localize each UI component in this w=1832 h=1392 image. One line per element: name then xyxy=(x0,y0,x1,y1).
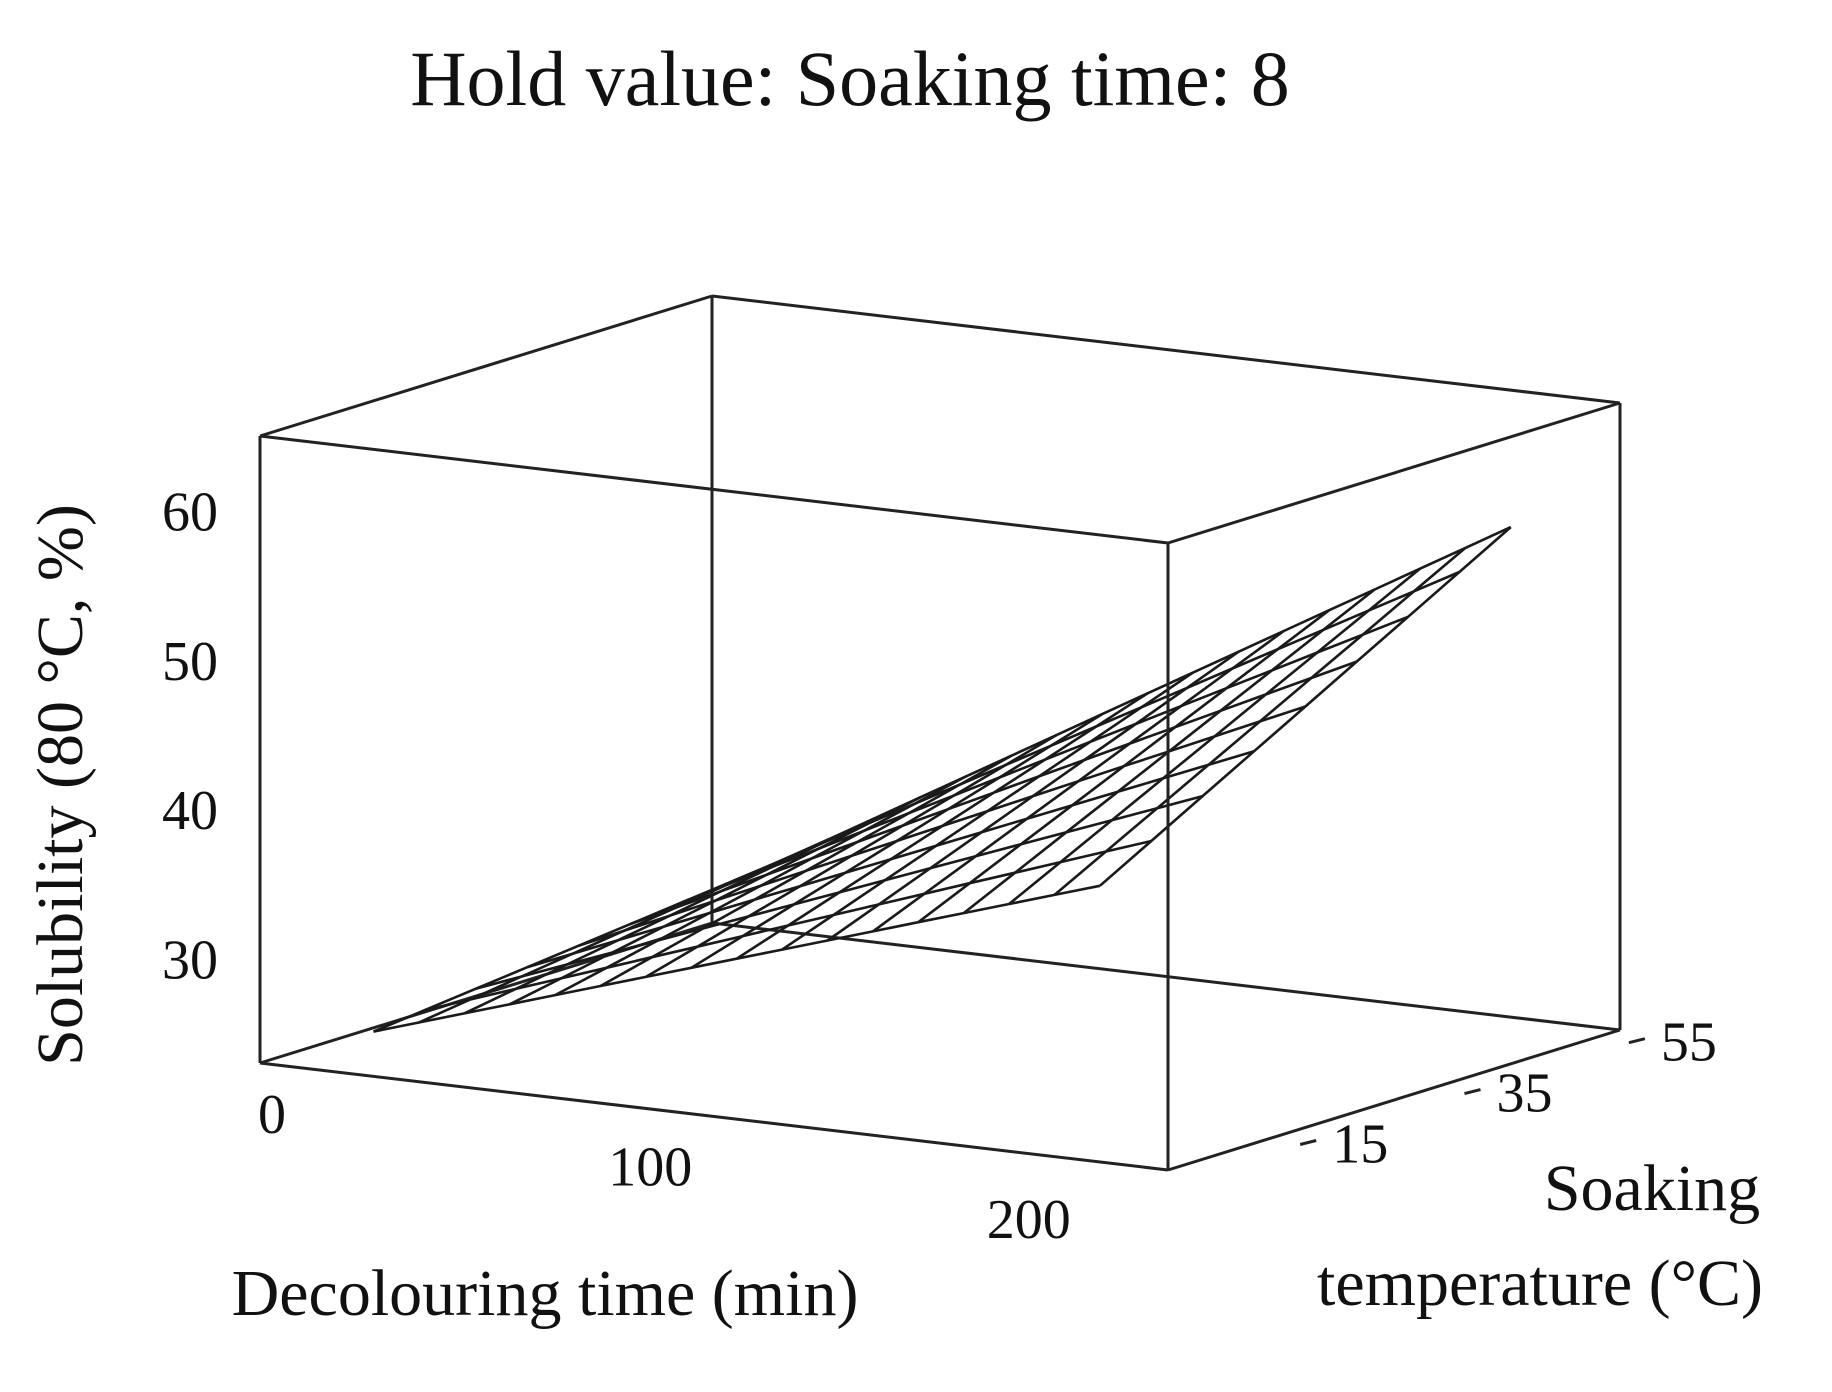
surface-mesh-line-y-6 xyxy=(681,615,1409,904)
plot-box-front xyxy=(258,294,1622,1172)
box-edge-right-bottom xyxy=(1167,1028,1621,1172)
surface-mesh-line-y-3 xyxy=(527,750,1255,969)
z-tick-label-0: 30 xyxy=(162,930,218,992)
box-edge-front-bottom xyxy=(259,1061,1169,1172)
x-tick-label-0: 0 xyxy=(258,1084,286,1146)
plot-box-back xyxy=(259,296,1621,1065)
box-edge-top-right xyxy=(1167,401,1621,545)
surface-mesh-line-y-0 xyxy=(373,884,1101,1033)
surface-mesh-line-y-5 xyxy=(629,660,1358,926)
box-edge-top-front xyxy=(259,434,1169,545)
box-edge-top-back xyxy=(711,294,1621,405)
y-tick-mark-1 xyxy=(1464,1088,1481,1096)
surface-mesh-line-y-8 xyxy=(783,525,1512,861)
chart-title: Hold value: Soaking time: 8 xyxy=(410,35,1290,122)
y-tick-label-0: 15 xyxy=(1332,1114,1388,1176)
z-tick-label-2: 50 xyxy=(162,631,218,693)
z-axis-label: Solubility (80 °C, %) xyxy=(24,504,97,1066)
y-tick-label-2: 55 xyxy=(1661,1012,1717,1074)
x-axis-label: Decolouring time (min) xyxy=(232,1257,859,1330)
y-axis-label-line1: Soaking xyxy=(1544,1152,1760,1225)
surface-mesh-line-y-4 xyxy=(578,705,1306,947)
z-tick-label-1: 40 xyxy=(162,780,218,842)
surface-mesh-line-y-1 xyxy=(424,839,1152,1012)
surface-mesh-line-y-7 xyxy=(732,570,1460,883)
x-tick-label-2: 200 xyxy=(987,1189,1071,1251)
y-tick-mark-0 xyxy=(1299,1139,1317,1146)
y-tick-label-1: 35 xyxy=(1497,1063,1553,1125)
surface-mesh-line-y-2 xyxy=(475,794,1203,990)
box-edge-top-left xyxy=(259,294,713,438)
z-tick-label-3: 60 xyxy=(162,482,218,544)
x-tick-label-1: 100 xyxy=(608,1137,692,1199)
axis-ticks: 30 40 50 60 0 100 200 15 35 55 xyxy=(162,482,1717,1252)
response-surface xyxy=(372,525,1512,1033)
y-tick-mark-2 xyxy=(1628,1037,1646,1045)
y-axis-label-line2: temperature (°C) xyxy=(1317,1247,1763,1320)
box-edge-back-bottom xyxy=(711,921,1621,1032)
